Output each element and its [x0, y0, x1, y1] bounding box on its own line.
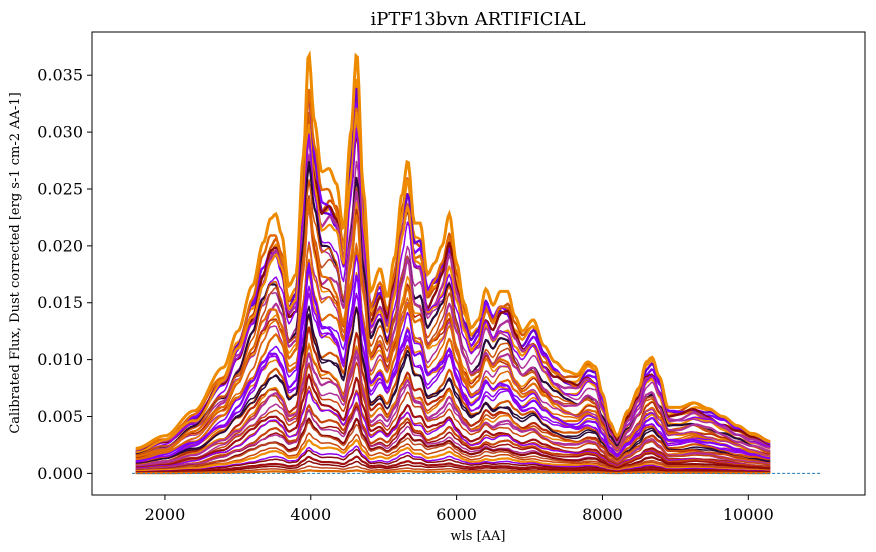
spectrum-series-line: [135, 111, 771, 454]
spectrum-series-line: [135, 417, 771, 472]
y-tick-label: 0.005: [37, 407, 83, 426]
x-tick-label: 2000: [145, 505, 186, 524]
spectrum-series-line: [135, 198, 771, 458]
spectrum-series-line: [135, 305, 771, 465]
y-tick-label: 0.015: [37, 293, 83, 312]
spectrum-series-line: [135, 390, 771, 470]
y-tick-label: 0.020: [37, 236, 83, 255]
plot-frame: [91, 31, 866, 496]
x-axis: 2000 4000 6000 8000 10000: [145, 495, 774, 524]
x-tick-label: 6000: [436, 505, 477, 524]
x-tick-label: 4000: [290, 505, 331, 524]
x-tick-label: 8000: [582, 505, 623, 524]
spectrum-series-line: [135, 469, 771, 475]
spectrum-series-line: [135, 50, 771, 450]
y-axis-label: Calibrated Flux, Dust corrected [erg s-1…: [8, 92, 23, 433]
y-tick-label: 0.010: [37, 350, 83, 369]
x-tick-label: 10000: [723, 505, 774, 524]
y-tick-label: 0.025: [37, 179, 83, 198]
chart-title: iPTF13bvn ARTIFICIAL: [370, 9, 585, 30]
spectrum-series-line: [135, 455, 771, 474]
x-axis-label: wls [AA]: [450, 529, 505, 544]
spectrum-series-line: [135, 445, 771, 473]
y-tick-label: 0.000: [37, 464, 83, 483]
y-tick-label: 0.035: [37, 66, 83, 85]
spectrum-series-line: [135, 373, 771, 469]
spectrum-series-line: [135, 432, 771, 472]
spectrum-series-line: [135, 421, 771, 471]
spectrum-lines: [135, 50, 771, 475]
spectrum-series-line: [135, 460, 771, 474]
y-axis: 0.000 0.005 0.010 0.015 0.020 0.025 0.030 0.035: [37, 66, 92, 483]
spectrum-series-line: [135, 361, 771, 469]
y-tick-label: 0.030: [37, 123, 83, 142]
